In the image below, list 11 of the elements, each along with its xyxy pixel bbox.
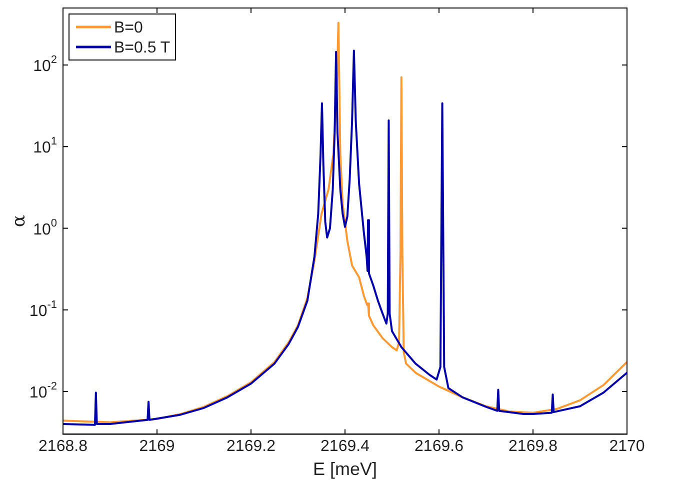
x-tick-label: 2169.8 xyxy=(508,438,558,456)
x-tick-label: 2168.8 xyxy=(38,438,88,456)
y-axis-title: α xyxy=(8,215,30,228)
legend-label: B=0.5 T xyxy=(114,39,170,56)
x-axis-title: E [meV] xyxy=(312,459,378,480)
x-tick-label: 2169.2 xyxy=(226,438,276,456)
x-tick-label: 2169.4 xyxy=(320,438,370,456)
x-tick-label: 2170 xyxy=(609,438,645,456)
legend-label: B=0 xyxy=(114,19,144,36)
x-tick-label: 2169 xyxy=(139,438,175,456)
x-tick-label: 2169.6 xyxy=(414,438,464,456)
